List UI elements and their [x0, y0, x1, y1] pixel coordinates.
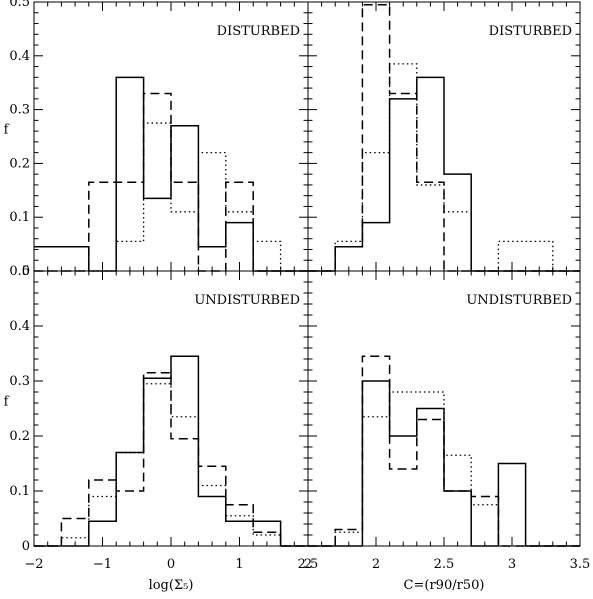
- y-tick-label: 0.3: [9, 374, 30, 389]
- panel-annotation: DISTURBED: [217, 24, 300, 39]
- y-tick-label: 0.5: [9, 0, 30, 10]
- y-tick-label: 0.2: [9, 156, 30, 171]
- y-tick-label: 0.4: [9, 319, 30, 334]
- x-tick-label: −1: [93, 557, 112, 572]
- y-axis-label: f: [4, 395, 10, 410]
- panel-1: 0 0.1 0.2 0.3 0.4 0.5 f DISTURBED: [4, 0, 309, 279]
- y-tick-label: 0: [22, 264, 30, 279]
- x-axis-label: C=(r90/r50): [404, 578, 485, 593]
- histogram-dashed-series: [34, 92, 308, 272]
- x-tick-label: 2.5: [298, 557, 319, 572]
- y-tick-label: 0.5: [9, 264, 30, 279]
- panel-3: 0 0.1 0.2 0.3 0.4 0.5 −2 −1 0 1 2 f log(Σ₅) UNDISTURB…: [4, 264, 313, 593]
- y-tick-label: 0.1: [9, 210, 30, 225]
- histogram-solid-series: [34, 355, 308, 547]
- y-tick-label: 0.2: [9, 429, 30, 444]
- panel-annotation: DISTURBED: [489, 24, 572, 39]
- histogram-dotted-series: [34, 383, 308, 547]
- panel-annotation: UNDISTURBED: [194, 293, 300, 308]
- x-tick-label: 0: [167, 557, 175, 572]
- panel-annotation: UNDISTURBED: [466, 293, 572, 308]
- x-tick-label: 2: [372, 557, 380, 572]
- x-tick-label: 3.5: [570, 557, 591, 572]
- histogram-dashed-series: [308, 355, 580, 547]
- x-tick-label: 2: [304, 557, 312, 572]
- panel-4: 2.5 2 2.5 3 3.5C=(r90/r50)UNDISTURBED: [298, 270, 591, 593]
- y-axis-label: f: [4, 123, 10, 138]
- x-axis-label: log(Σ₅): [149, 578, 194, 593]
- x-tick-label: −2: [24, 557, 43, 572]
- panel-2: DISTURBED: [307, 1, 581, 272]
- y-tick-label: 0: [22, 539, 30, 554]
- x-tick-label: 2.5: [434, 557, 455, 572]
- histogram-dotted-series: [308, 63, 580, 272]
- y-tick-label: 0.1: [9, 484, 30, 499]
- y-tick-label: 0.4: [9, 49, 30, 64]
- x-tick-label: 1: [235, 557, 243, 572]
- histogram-dashed-series: [34, 372, 308, 547]
- y-tick-label: 0.3: [9, 103, 30, 118]
- histogram-dotted-series: [308, 391, 580, 547]
- x-tick-label: 3: [508, 557, 516, 572]
